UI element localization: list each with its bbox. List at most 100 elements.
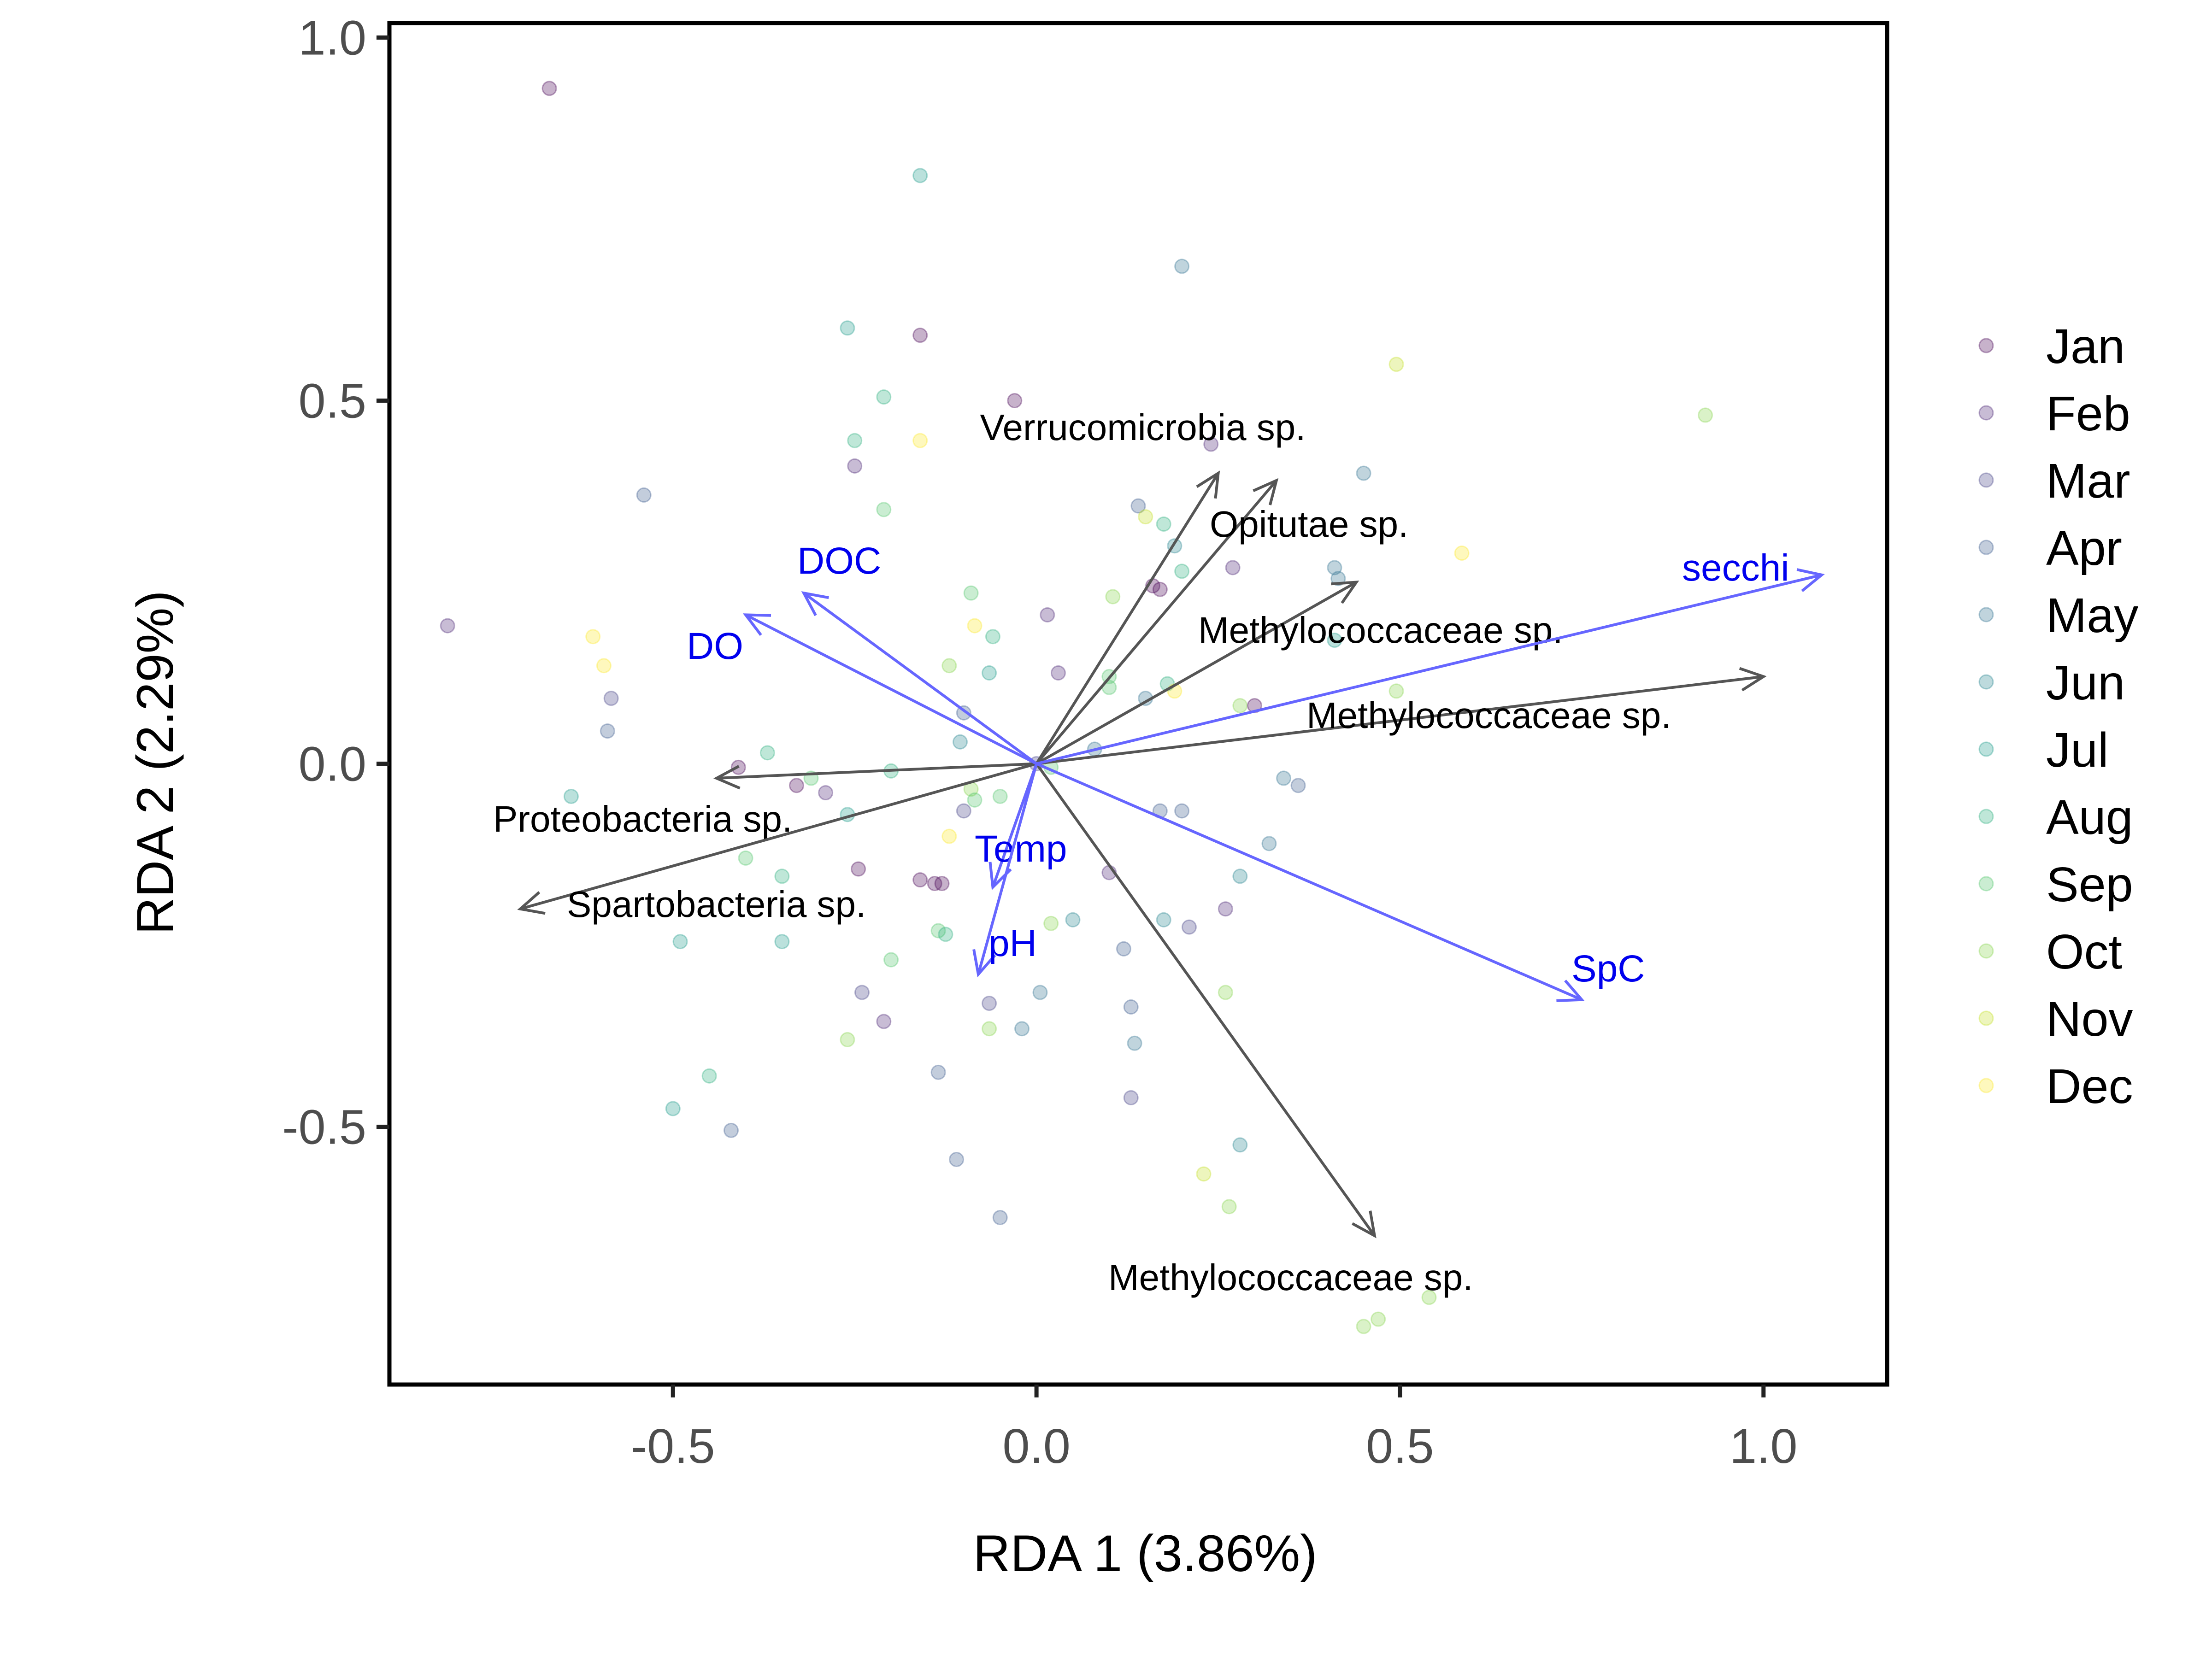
y-tick-label: 1.0	[299, 11, 366, 65]
sample-point	[930, 923, 946, 939]
legend-key	[1978, 1078, 1994, 1093]
sample-point	[701, 1068, 717, 1084]
sample-point	[927, 876, 942, 892]
sample-point	[941, 658, 957, 674]
species-arrow-label: Spartobacteria sp.	[567, 884, 866, 925]
legend-key	[1978, 809, 1994, 824]
sample-point	[1203, 436, 1219, 452]
sample-point	[1065, 912, 1081, 927]
species-arrow-label: Methylococcaceae sp.	[1108, 1257, 1473, 1298]
legend-key	[1978, 405, 1994, 421]
sample-point	[1181, 919, 1197, 935]
sample-point	[1356, 465, 1371, 481]
sample-point	[1014, 1021, 1030, 1037]
legend-label: Aug	[2046, 790, 2133, 845]
species-arrow-label: Proteobacteria sp.	[493, 798, 792, 839]
y-axis-title: RDA 2 (2.29%)	[126, 591, 184, 935]
species-arrow	[716, 762, 1037, 780]
sample-point	[1032, 985, 1048, 1000]
species-arrow-head	[517, 891, 546, 915]
sample-point	[1156, 516, 1171, 532]
sample-point	[596, 658, 612, 674]
sample-point	[992, 1210, 1008, 1226]
sample-point	[1174, 803, 1190, 819]
legend-label: Nov	[2046, 992, 2133, 1046]
sample-point	[938, 927, 953, 942]
env-arrow	[803, 592, 1037, 765]
legend-label: Dec	[2046, 1059, 2133, 1114]
sample-point	[1221, 1199, 1237, 1215]
sample-point	[876, 502, 892, 517]
sample-point	[1127, 1035, 1142, 1051]
env-arrow-head	[1556, 980, 1585, 1002]
species-arrow-head	[1253, 478, 1279, 505]
sample-point	[1698, 407, 1713, 423]
legend-key	[1978, 674, 1994, 690]
sample-point	[1152, 581, 1168, 597]
sample-point	[672, 934, 688, 950]
species-arrow	[520, 762, 1037, 910]
sample-point	[1261, 836, 1277, 851]
sample-point	[440, 618, 455, 634]
sample-point	[934, 876, 950, 892]
env-arrow-head	[972, 949, 996, 978]
env-arrow-label: DOC	[797, 540, 881, 582]
sample-point	[982, 665, 997, 681]
sample-point	[840, 320, 855, 336]
sample-point	[1421, 1290, 1437, 1305]
species-arrow-label: Methylococcaceae sp.	[1306, 695, 1671, 736]
env-arrow-head	[801, 591, 829, 616]
legend-label: Feb	[2046, 387, 2130, 441]
legend-label: Oct	[2046, 925, 2122, 979]
sample-point	[1174, 563, 1190, 579]
sample-point	[985, 629, 1000, 645]
env-arrow	[745, 613, 1037, 765]
sample-point	[1356, 1319, 1371, 1334]
sample-point	[563, 788, 579, 804]
sample-point	[982, 996, 997, 1011]
sample-point	[876, 389, 892, 405]
sample-point	[930, 1064, 946, 1080]
sample-point	[1007, 393, 1023, 409]
sample-point	[1218, 901, 1233, 917]
sample-point	[967, 618, 982, 634]
species-arrow-label: Opitutae sp.	[1210, 504, 1408, 545]
plot-panel-border	[387, 21, 1889, 1387]
legend-key	[1978, 943, 1994, 959]
species-arrow	[1035, 472, 1220, 765]
species-arrow-head	[713, 765, 741, 790]
sample-point	[1290, 778, 1306, 793]
legend-key	[1978, 607, 1994, 622]
sample-point	[1371, 1311, 1386, 1327]
sample-point	[1327, 560, 1342, 575]
sample-point	[818, 785, 834, 801]
species-arrow	[1035, 763, 1376, 1237]
sample-point	[1116, 941, 1131, 957]
sample-point	[912, 168, 928, 183]
sample-point	[636, 487, 652, 503]
x-tick-label: 0.0	[1002, 1419, 1070, 1473]
sample-point	[1218, 985, 1233, 1000]
sample-point	[1123, 999, 1139, 1015]
sample-point	[1232, 698, 1248, 713]
sample-point	[982, 1021, 997, 1037]
sample-point	[941, 828, 957, 844]
sample-point	[851, 861, 866, 877]
env-arrow-label: DO	[687, 625, 743, 667]
env-arrow	[977, 763, 1038, 975]
sample-point	[585, 629, 601, 645]
species-arrow	[1035, 581, 1357, 765]
x-axis-title: RDA 1 (3.86%)	[973, 1525, 1318, 1582]
sample-point	[1156, 912, 1171, 927]
env-arrow-label: pH	[988, 922, 1037, 964]
species-arrow	[1035, 479, 1278, 765]
sample-point	[840, 1032, 855, 1047]
legend-key	[1978, 540, 1994, 555]
sample-point	[912, 872, 928, 888]
legend-key	[1978, 472, 1994, 488]
sample-point	[952, 734, 968, 750]
sample-point	[1225, 560, 1241, 575]
sample-point	[774, 869, 790, 884]
sample-point	[847, 433, 863, 448]
